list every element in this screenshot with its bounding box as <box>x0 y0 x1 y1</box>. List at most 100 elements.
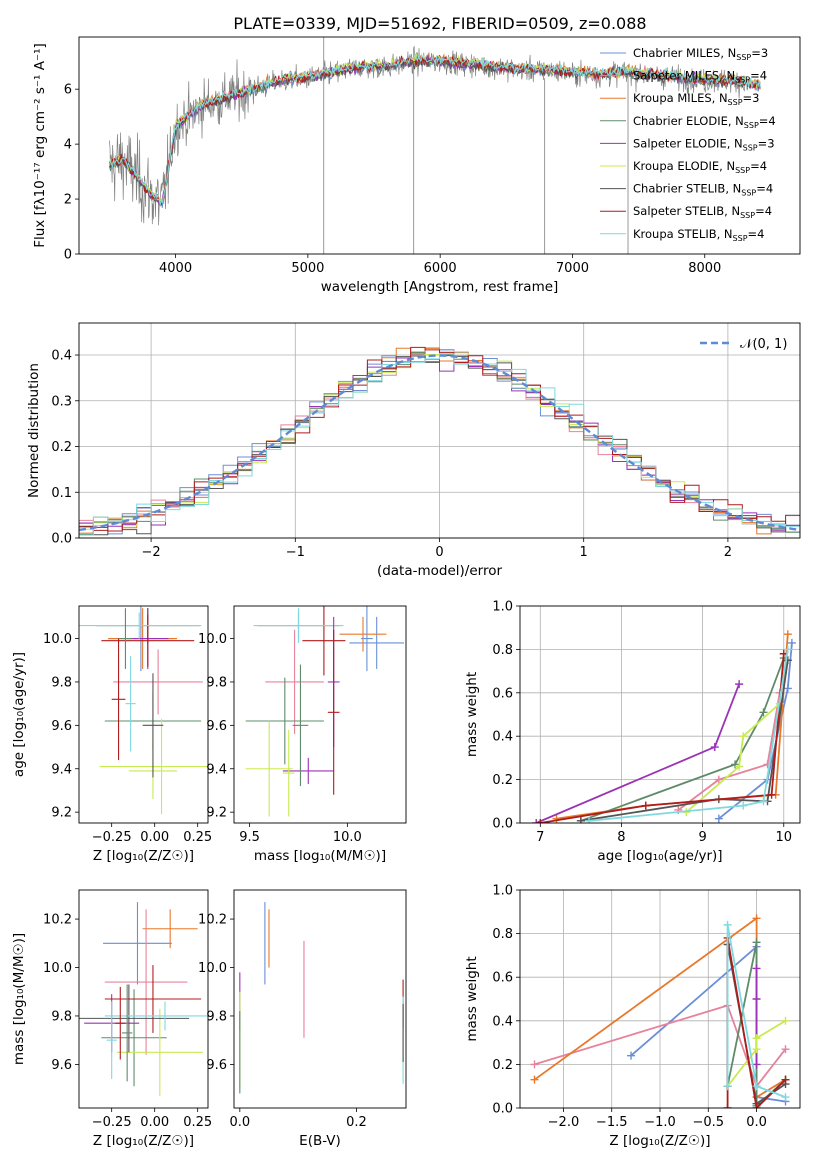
x-tick-label: 1 <box>580 545 588 560</box>
mass-weight-marker <box>641 801 650 810</box>
plot-area <box>239 902 404 1094</box>
plot-area <box>79 346 800 538</box>
legend-count: =4 <box>756 182 773 196</box>
mass-weight-marker <box>530 1060 539 1069</box>
y-tick-label: 6 <box>64 83 72 98</box>
y-axis-label: Flux [fλ10⁻¹⁷ erg cm⁻² s⁻¹ A⁻¹] <box>32 43 48 248</box>
mass-weight-marker <box>752 914 761 923</box>
mass-weight-line <box>726 1020 786 1087</box>
axes-frame <box>78 889 209 1109</box>
axes-frame <box>233 889 407 1109</box>
mass-weight-marker <box>767 790 776 799</box>
model-spectrum-kroupa-stelib <box>108 53 761 206</box>
x-tick-label: 7 <box>536 830 544 845</box>
x-axis-label: (data-model)/error <box>377 563 503 579</box>
mass-weight-marker <box>752 995 761 1003</box>
mass-vs-ebv-panel: 0.0 0.2 9.6 9.8 10.0 10.2 E(B-V) <box>198 889 407 1149</box>
weight-vs-age-panel: 7 8 9 10 0.0 0.2 0.4 0.6 0.8 1.0 age [log₁₀(age/yr… <box>464 600 801 864</box>
histogram-kroupa-stelib <box>79 353 800 536</box>
legend-entry: Chabrier MILES, NSSP=3 <box>633 46 768 62</box>
axes-frame <box>519 605 801 824</box>
x-tick-label: 0.25 <box>183 1115 212 1130</box>
y-tick-label: 10.0 <box>198 961 227 976</box>
y-tick-label: 9.4 <box>51 762 72 777</box>
axes-frame <box>78 322 801 539</box>
x-tick-label: 0.00 <box>140 830 169 845</box>
mass-weight-line <box>677 692 781 811</box>
plot-area <box>79 902 208 1096</box>
mass-weight-marker <box>714 814 723 823</box>
mass-weight-marker <box>552 814 561 823</box>
y-tick-label: 9.2 <box>206 806 227 821</box>
x-tick-label: 10.0 <box>333 830 362 845</box>
legend-count: =4 <box>750 159 767 173</box>
legend-entry: Kroupa MILES, NSSP=3 <box>633 91 759 107</box>
x-tick-label: 10 <box>775 830 792 845</box>
x-tick-label: −1.5 <box>596 1115 628 1130</box>
x-tick-label: 0.0 <box>229 1115 250 1130</box>
mass-weight-line <box>580 657 785 822</box>
y-tick-label: 9.8 <box>51 675 72 690</box>
legend-subscript: SSP <box>728 98 743 107</box>
mass-weight-marker <box>781 1075 790 1084</box>
legend-entry: Salpeter STELIB, NSSP=4 <box>633 204 772 220</box>
mass-weight-marker <box>759 708 768 717</box>
x-tick-label: −1.0 <box>644 1115 676 1130</box>
x-axis-label: Z [log₁₀(Z/Z☉)] <box>93 848 194 864</box>
mass-weight-marker <box>530 1075 539 1084</box>
mass-weight-marker <box>759 797 768 806</box>
legend-count: =4 <box>748 227 765 241</box>
legend-count: =4 <box>755 204 772 218</box>
y-tick-label: 1.0 <box>492 600 513 615</box>
mass-weight-line <box>726 924 786 1098</box>
mass-weight-marker <box>532 819 541 823</box>
legend-subscript: SSP <box>735 76 750 85</box>
legend-count: =3 <box>743 91 760 105</box>
mass-weight-marker <box>731 760 740 769</box>
x-tick-label: 0.2 <box>346 1115 367 1130</box>
x-tick-label: 8 <box>617 830 625 845</box>
y-tick-label: 10.0 <box>43 632 72 647</box>
x-tick-label: 4000 <box>159 261 192 276</box>
legend-subscript: SSP <box>743 143 758 152</box>
y-tick-label: 0.3 <box>51 394 72 409</box>
age-vs-metallicity-panel: −0.25 0.00 0.25 9.2 9.4 9.6 9.8 10.0 Z [log₁₀(Z/… <box>11 605 212 864</box>
y-tick-label: 0.4 <box>51 349 72 364</box>
x-tick-label: 8000 <box>688 261 721 276</box>
legend-subscript: SSP <box>744 121 759 130</box>
legend-entry: Kroupa ELODIE, NSSP=4 <box>633 159 767 175</box>
legend-subscript: SSP <box>733 234 748 243</box>
y-tick-label: 10.0 <box>43 961 72 976</box>
axes-frame <box>78 36 801 255</box>
legend-count: =4 <box>759 114 776 128</box>
mass-weight-marker <box>714 775 723 784</box>
legend-count: =3 <box>758 136 775 150</box>
mass-weight-marker <box>752 1104 761 1108</box>
y-tick-label: 10.2 <box>198 913 227 928</box>
y-tick-label: 0.2 <box>492 773 513 788</box>
mass-weight-marker <box>752 938 761 947</box>
legend-subscript: SSP <box>741 189 756 198</box>
x-axis-label: mass [log₁₀(M/M☉)] <box>254 848 386 864</box>
x-tick-label: −2.0 <box>548 1115 580 1130</box>
x-axis-label: age [log₁₀(age/yr)] <box>597 848 722 864</box>
mass-weight-line <box>535 683 740 823</box>
mass-weight-marker <box>723 1104 732 1108</box>
x-tick-label: 0.0 <box>746 1115 767 1130</box>
y-tick-label: 0.4 <box>492 730 513 745</box>
residual-histogram-panel: −2 −1 0 1 2 0.0 0.1 0.2 0.3 0.4 (data-model)/error… <box>26 322 801 579</box>
y-tick-label: 9.6 <box>51 1058 72 1073</box>
mass-weight-marker <box>781 1016 790 1025</box>
mass-vs-metallicity-panel: −0.25 0.00 0.25 9.6 9.8 10.0 10.2 Z [log₁₀(Z/Z☉… <box>11 889 212 1149</box>
axes-frame <box>78 605 209 824</box>
y-tick-label: 9.4 <box>206 762 227 777</box>
mass-weight-marker <box>783 684 792 693</box>
spectrum-panel: 4000 5000 6000 7000 8000 0 2 4 6 wavelength [Angs… <box>32 36 801 295</box>
gaussian-reference-curve <box>79 354 800 532</box>
plot-area <box>532 630 796 823</box>
legend-entry: Chabrier ELODIE, NSSP=4 <box>633 114 776 130</box>
y-tick-label: 0.0 <box>51 532 72 547</box>
legend-entry: Kroupa STELIB, NSSP=4 <box>633 227 764 243</box>
y-axis-label: mass weight <box>464 672 480 757</box>
